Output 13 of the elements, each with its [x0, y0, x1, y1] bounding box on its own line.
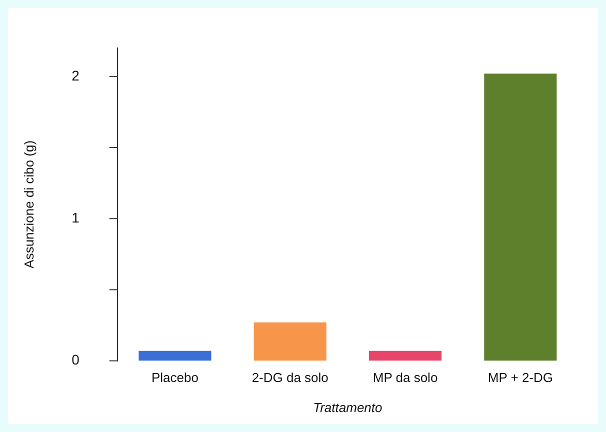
x-tick-label: Placebo	[151, 370, 198, 386]
x-axis-title: Trattamento	[313, 400, 382, 415]
x-tick-label: MP + 2-DG	[488, 370, 553, 386]
x-tick-label: MP da solo	[372, 370, 438, 386]
bar	[138, 350, 212, 361]
bar	[368, 350, 442, 361]
y-tick-label: 1	[72, 209, 80, 226]
x-tick-label: 2-DG da solo	[252, 370, 328, 386]
bar	[254, 322, 326, 361]
y-tick-label: 2	[72, 67, 80, 84]
bar	[484, 74, 557, 361]
y-axis-title: Assunzione di cibo (g)	[21, 140, 36, 268]
y-tick-label: 0	[72, 352, 80, 368]
